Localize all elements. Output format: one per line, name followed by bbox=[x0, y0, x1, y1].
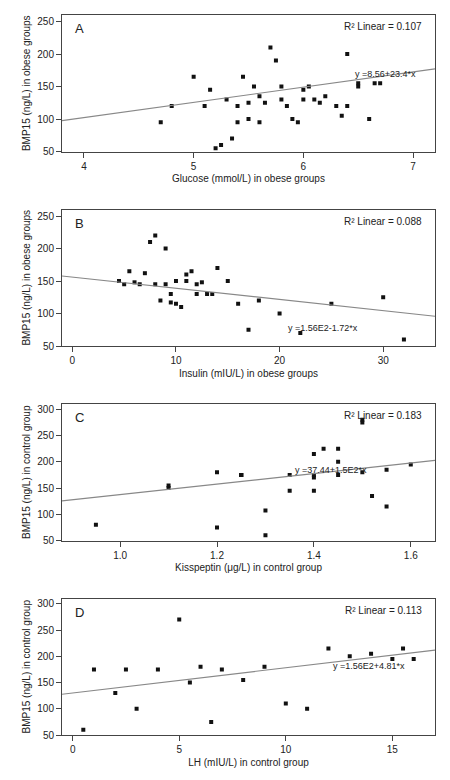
svg-text:6: 6 bbox=[301, 161, 307, 172]
svg-text:0: 0 bbox=[70, 744, 76, 755]
svg-text:R² Linear = 0.088: R² Linear = 0.088 bbox=[344, 216, 422, 227]
svg-text:y =8.56+23.4*x: y =8.56+23.4*x bbox=[355, 69, 416, 79]
svg-text:250: 250 bbox=[37, 16, 54, 27]
svg-text:4: 4 bbox=[81, 161, 87, 172]
svg-text:B: B bbox=[75, 216, 84, 231]
svg-text:100: 100 bbox=[37, 308, 54, 319]
svg-text:150: 150 bbox=[37, 677, 54, 688]
svg-text:Kisspeptin (μg/L) in control g: Kisspeptin (μg/L) in control group bbox=[175, 562, 322, 573]
svg-text:Glucose (mmol/L) in obese grou: Glucose (mmol/L) in obese groups bbox=[172, 173, 325, 184]
svg-text:1.2: 1.2 bbox=[210, 550, 224, 561]
svg-text:1.0: 1.0 bbox=[113, 550, 127, 561]
svg-text:15: 15 bbox=[387, 744, 399, 755]
svg-text:100: 100 bbox=[37, 509, 54, 520]
svg-text:BMP15 (ng/L) in obese groups: BMP15 (ng/L) in obese groups bbox=[21, 15, 32, 151]
svg-text:100: 100 bbox=[37, 703, 54, 714]
svg-text:BMP15 (ng/L) in obese groups: BMP15 (ng/L) in obese groups bbox=[21, 210, 32, 346]
svg-text:250: 250 bbox=[37, 625, 54, 636]
svg-text:1.4: 1.4 bbox=[307, 550, 321, 561]
svg-text:BMP15 (ng/L) in control group: BMP15 (ng/L) in control group bbox=[21, 405, 32, 539]
svg-text:C: C bbox=[75, 410, 84, 425]
svg-text:0: 0 bbox=[70, 355, 76, 366]
svg-text:R² Linear = 0.113: R² Linear = 0.113 bbox=[345, 605, 422, 616]
svg-text:250: 250 bbox=[37, 430, 54, 441]
svg-text:y =1.56E2+4.81*x: y =1.56E2+4.81*x bbox=[333, 661, 405, 671]
svg-text:D: D bbox=[75, 605, 84, 620]
svg-text:200: 200 bbox=[37, 456, 54, 467]
svg-text:5: 5 bbox=[176, 744, 182, 755]
svg-text:50: 50 bbox=[43, 730, 55, 741]
svg-text:y =1.56E2-1.72*x: y =1.56E2-1.72*x bbox=[288, 323, 358, 333]
svg-text:BMP15 (ng/L) in control group: BMP15 (ng/L) in control group bbox=[21, 600, 32, 734]
svg-text:LH (mIU/L) in control group: LH (mIU/L) in control group bbox=[188, 757, 309, 768]
svg-text:50: 50 bbox=[43, 341, 55, 352]
svg-text:100: 100 bbox=[37, 114, 54, 125]
svg-text:10: 10 bbox=[280, 744, 292, 755]
svg-text:10: 10 bbox=[170, 355, 182, 366]
svg-text:Insulin (mIU/L) in obese group: Insulin (mIU/L) in obese groups bbox=[179, 368, 318, 379]
svg-text:7: 7 bbox=[410, 161, 416, 172]
svg-text:300: 300 bbox=[37, 404, 54, 415]
svg-text:1.6: 1.6 bbox=[404, 550, 418, 561]
svg-text:50: 50 bbox=[43, 146, 55, 157]
svg-text:150: 150 bbox=[37, 483, 54, 494]
svg-text:200: 200 bbox=[37, 651, 54, 662]
svg-text:150: 150 bbox=[37, 81, 54, 92]
svg-text:250: 250 bbox=[37, 211, 54, 222]
svg-text:300: 300 bbox=[37, 598, 54, 609]
svg-text:200: 200 bbox=[37, 243, 54, 254]
svg-text:150: 150 bbox=[37, 276, 54, 287]
svg-text:200: 200 bbox=[37, 49, 54, 60]
svg-text:y =37.44+1.5E2*x: y =37.44+1.5E2*x bbox=[295, 465, 367, 475]
svg-text:A: A bbox=[75, 21, 84, 36]
svg-text:5: 5 bbox=[191, 161, 197, 172]
svg-text:20: 20 bbox=[274, 355, 286, 366]
svg-text:R² Linear = 0.107: R² Linear = 0.107 bbox=[344, 21, 422, 32]
svg-text:30: 30 bbox=[378, 355, 390, 366]
svg-text:50: 50 bbox=[43, 535, 55, 546]
svg-text:R² Linear = 0.183: R² Linear = 0.183 bbox=[344, 410, 422, 421]
